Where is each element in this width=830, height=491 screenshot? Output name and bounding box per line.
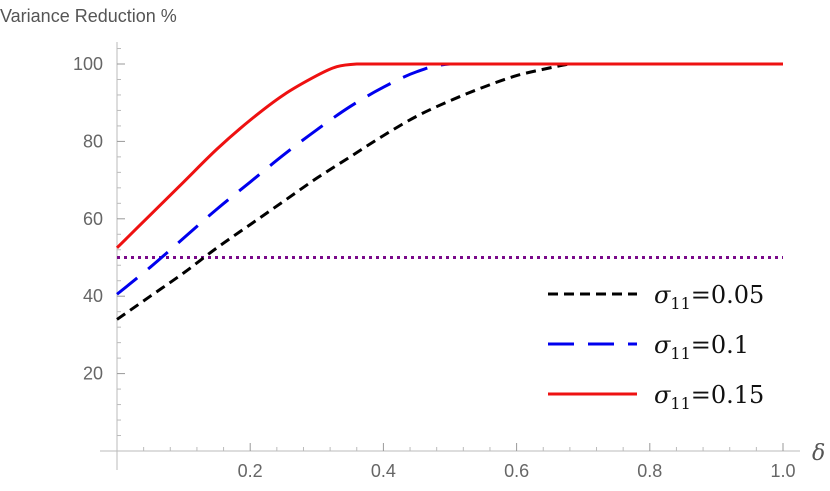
x-axis-title: δ xyxy=(812,441,825,466)
y-axis-title: Variance Reduction % xyxy=(0,6,177,26)
x-tick-label: 0.2 xyxy=(238,461,263,481)
y-tick-label: 60 xyxy=(83,209,103,229)
x-tick-label: 0.4 xyxy=(371,461,396,481)
series-line--11-0-1 xyxy=(116,62,783,296)
legend-label: σ11=0.05 xyxy=(654,281,764,313)
series-line--11-0-05 xyxy=(116,62,783,321)
y-tick-label: 100 xyxy=(73,54,103,74)
legend: σ11=0.05 σ11=0.1 σ11=0.15 xyxy=(548,281,764,413)
axes: 20 40 60 80 100 0.2 0.4 0.6 0.8 1.0 xyxy=(73,42,800,481)
x-tick-label: 0.8 xyxy=(637,461,662,481)
x-tick-label: 1.0 xyxy=(770,461,795,481)
y-tick-label: 20 xyxy=(83,364,103,384)
legend-label: σ11=0.1 xyxy=(654,331,749,363)
series-line--11-0-15 xyxy=(115,62,783,249)
y-tick-label: 40 xyxy=(83,286,103,306)
series-layer xyxy=(115,62,783,321)
x-tick-label: 0.6 xyxy=(504,461,529,481)
legend-label: σ11=0.15 xyxy=(654,381,764,413)
y-tick-label: 80 xyxy=(83,131,103,151)
